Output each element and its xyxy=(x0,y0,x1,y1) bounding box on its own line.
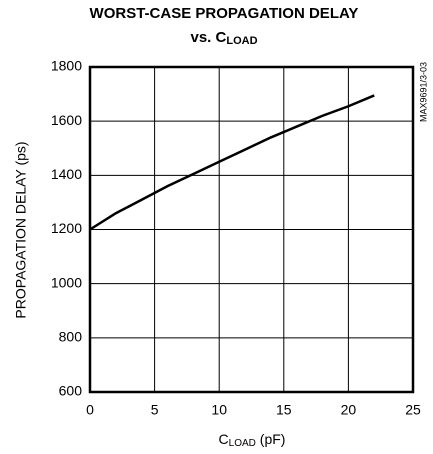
x-axis-label: CLOAD (pF) xyxy=(219,431,286,449)
annotation: MAX9691/3-03 xyxy=(418,62,428,122)
x-tick-label: 0 xyxy=(86,402,94,418)
y-tick-label: 800 xyxy=(59,329,83,345)
x-tick-label: 15 xyxy=(276,402,292,418)
y-tick-label: 1200 xyxy=(51,220,82,236)
chart-title: WORST-CASE PROPAGATION DELAY xyxy=(90,5,359,22)
y-tick-label: 1800 xyxy=(51,58,82,74)
x-tick-label: 10 xyxy=(211,402,227,418)
chart-subtitle: vs. CLOAD xyxy=(190,29,257,47)
y-tick-label: 600 xyxy=(59,383,83,399)
y-tick-label: 1000 xyxy=(51,274,82,290)
y-tick-label: 1600 xyxy=(51,112,82,128)
xlabel-unit: (pF) xyxy=(256,431,286,447)
subtitle-main: vs. C xyxy=(190,29,226,46)
y-tick-label: 1400 xyxy=(51,166,82,182)
xlabel-main: C xyxy=(219,431,229,447)
x-tick-label: 5 xyxy=(151,402,159,418)
x-tick-label: 25 xyxy=(405,402,421,418)
subtitle-sub: LOAD xyxy=(226,35,257,47)
x-tick-label: 20 xyxy=(341,402,357,418)
data-line xyxy=(89,94,375,231)
y-axis-label: PROPAGATION DELAY (ps) xyxy=(13,141,29,318)
xlabel-sub: LOAD xyxy=(229,438,256,449)
